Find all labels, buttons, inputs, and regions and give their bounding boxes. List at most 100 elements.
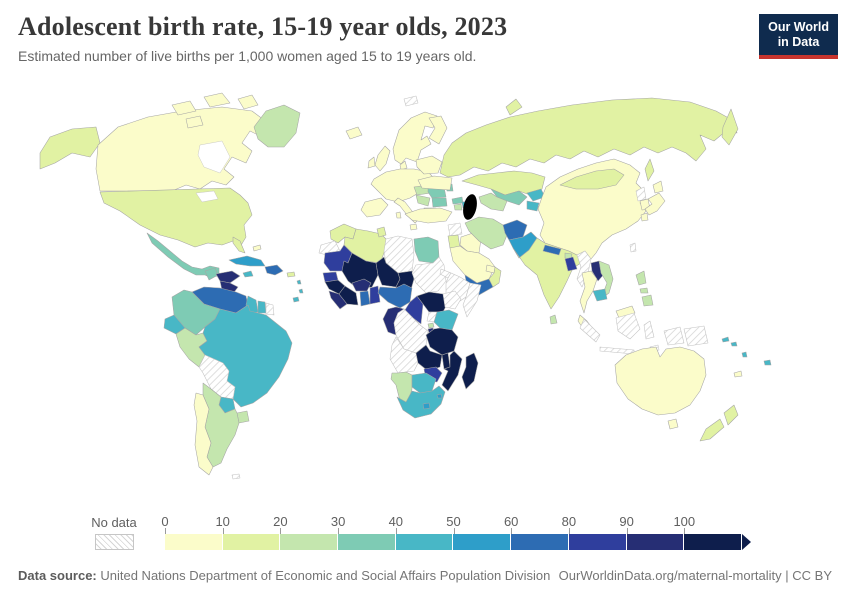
country-bulgaria[interactable]: [431, 197, 448, 208]
country-angola[interactable]: [389, 336, 419, 374]
japan-hokkaido[interactable]: [652, 180, 664, 194]
svalbard[interactable]: [403, 95, 419, 107]
owid-logo[interactable]: Our World in Data: [759, 14, 838, 59]
indonesia-borneo[interactable]: [615, 312, 641, 340]
country-chile[interactable]: [193, 392, 214, 476]
country-lesotho[interactable]: [422, 402, 431, 410]
country-madagascar[interactable]: [461, 352, 479, 390]
country-south-sudan[interactable]: [442, 290, 462, 310]
russia-sakhalin[interactable]: [644, 158, 655, 182]
no-data-swatch[interactable]: [95, 534, 134, 550]
new-caledonia[interactable]: [733, 370, 743, 378]
nz-north-island[interactable]: [723, 404, 739, 426]
country-iberia[interactable]: [360, 197, 389, 218]
lesser-antilles-2[interactable]: [298, 288, 304, 294]
country-kenya[interactable]: [433, 309, 459, 331]
country-fiji[interactable]: [763, 359, 772, 366]
legend-bin-100+[interactable]: [684, 534, 742, 550]
country-armenia[interactable]: [453, 203, 463, 211]
legend-bin-50-60[interactable]: [453, 534, 512, 550]
country-honduras[interactable]: [215, 270, 241, 284]
country-tajikistan[interactable]: [526, 200, 540, 212]
country-greenland[interactable]: [253, 104, 301, 148]
russia-novaya-zemlya[interactable]: [505, 98, 523, 116]
country-mongolia[interactable]: [559, 168, 625, 190]
country-ukraine[interactable]: [417, 175, 453, 191]
country-jamaica[interactable]: [242, 270, 254, 278]
australia-tasmania[interactable]: [667, 418, 679, 430]
arctic-island-1[interactable]: [171, 100, 197, 116]
falkland-islands[interactable]: [231, 473, 241, 480]
country-alaska[interactable]: [39, 126, 101, 170]
arctic-island-3[interactable]: [237, 94, 259, 110]
legend-bin-80-90[interactable]: [568, 534, 627, 550]
japan-kyushu[interactable]: [640, 212, 649, 222]
country-iran[interactable]: [464, 216, 508, 250]
indonesia-sulawesi[interactable]: [643, 320, 655, 340]
country-turkmenistan[interactable]: [478, 192, 508, 212]
country-burkina-faso[interactable]: [351, 278, 372, 292]
country-syria[interactable]: [447, 222, 463, 237]
indonesia-java[interactable]: [599, 346, 635, 355]
legend-bin-20-30[interactable]: [280, 534, 339, 550]
japan-honshu[interactable]: [644, 192, 666, 216]
country-zambia[interactable]: [415, 344, 443, 372]
usa-florida[interactable]: [232, 236, 246, 254]
country-north-korea[interactable]: [635, 186, 647, 202]
country-canada[interactable]: [95, 106, 269, 192]
solomon-islands-2[interactable]: [730, 341, 738, 347]
country-taiwan[interactable]: [629, 242, 637, 253]
lesser-antilles-1[interactable]: [296, 279, 302, 285]
country-sierra-leone-liberia[interactable]: [328, 290, 348, 310]
country-bangladesh[interactable]: [564, 256, 578, 272]
arctic-island-2[interactable]: [203, 92, 231, 108]
country-papua-new-guinea[interactable]: [683, 325, 709, 347]
country-russia[interactable]: [439, 97, 738, 178]
country-south-africa[interactable]: [396, 385, 446, 419]
country-finland[interactable]: [428, 115, 448, 145]
country-cuba[interactable]: [228, 255, 266, 267]
country-denmark[interactable]: [399, 160, 408, 171]
country-nigeria[interactable]: [377, 283, 413, 309]
country-uae[interactable]: [485, 264, 496, 274]
country-turkey[interactable]: [404, 207, 453, 224]
country-sudan[interactable]: [411, 256, 447, 294]
malaysia-borneo[interactable]: [615, 305, 636, 319]
country-hispaniola[interactable]: [264, 264, 284, 276]
country-belarus-baltics[interactable]: [415, 155, 443, 175]
country-vanuatu[interactable]: [741, 351, 748, 358]
country-malawi[interactable]: [441, 352, 451, 370]
legend-bin-60-80[interactable]: [511, 534, 569, 550]
nz-south-island[interactable]: [699, 418, 725, 442]
legend-bin-0-10[interactable]: [165, 534, 223, 550]
country-ivory-coast[interactable]: [338, 285, 359, 306]
country-trinidad[interactable]: [292, 296, 300, 303]
country-cambodia[interactable]: [592, 288, 608, 302]
country-eswatini[interactable]: [436, 393, 443, 399]
country-balkans[interactable]: [415, 194, 431, 207]
country-tanzania[interactable]: [425, 327, 459, 356]
legend-bin-90-100[interactable]: [626, 534, 685, 550]
indonesia-sumatra[interactable]: [579, 318, 601, 343]
country-somalia[interactable]: [462, 282, 482, 318]
italy-sardinia[interactable]: [395, 211, 402, 219]
country-french-guiana[interactable]: [265, 302, 275, 316]
country-australia[interactable]: [614, 346, 707, 416]
philippines-luzon[interactable]: [635, 270, 647, 286]
philippines-visayas[interactable]: [639, 287, 649, 294]
country-mozambique[interactable]: [441, 350, 463, 392]
country-iceland[interactable]: [345, 126, 363, 140]
country-uk[interactable]: [374, 145, 391, 172]
country-ghana[interactable]: [359, 290, 371, 307]
country-tunisia[interactable]: [376, 226, 387, 238]
italy-sicily[interactable]: [409, 223, 418, 231]
solomon-islands-1[interactable]: [721, 336, 730, 343]
country-puerto-rico[interactable]: [286, 271, 296, 278]
country-rwanda[interactable]: [427, 322, 435, 329]
country-jordan-israel[interactable]: [447, 234, 461, 249]
country-egypt[interactable]: [413, 236, 440, 264]
country-sri-lanka[interactable]: [549, 314, 558, 325]
legend-bin-30-40[interactable]: [338, 534, 396, 550]
country-thailand[interactable]: [579, 270, 598, 314]
owid-link[interactable]: OurWorldinData.org/maternal-mortality | …: [558, 568, 832, 583]
